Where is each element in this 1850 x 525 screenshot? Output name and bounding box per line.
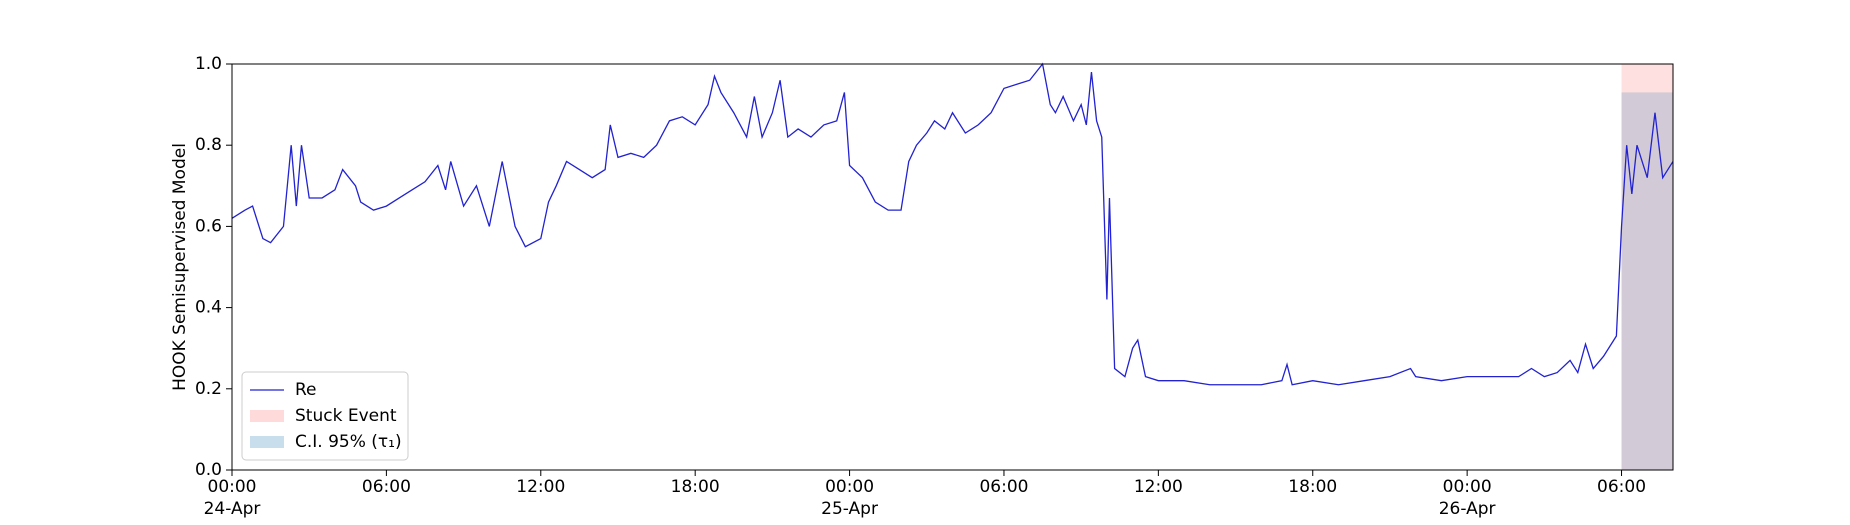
x-tick-label: 00:00 24-Apr [204, 477, 261, 519]
x-tick-label: 18:00 [671, 477, 720, 497]
y-tick-label: 0.6 [195, 216, 222, 236]
y-tick-label: 0.0 [195, 460, 222, 480]
span [1621, 92, 1673, 471]
legend-label: Re [295, 380, 317, 400]
x-tick-label: 00:00 26-Apr [1439, 477, 1496, 519]
legend-label: C.I. 95% (τ₁) [295, 432, 402, 452]
legend-patch [250, 410, 284, 422]
y-tick-label: 1.0 [195, 54, 222, 74]
x-tick-label: 18:00 [1288, 477, 1337, 497]
legend: Re Stuck Event C.I. 95% (τ₁) [241, 371, 409, 461]
span [1621, 64, 1673, 470]
x-tick-label: 06:00 [1597, 477, 1646, 497]
x-tick-label: 12:00 [1134, 477, 1183, 497]
plot-frame [231, 63, 1674, 471]
y-axis-label: HOOK Semisupervised Model [170, 143, 190, 391]
y-tick-label: 0.4 [195, 298, 222, 318]
y-tick-label: 0.2 [195, 379, 222, 399]
x-tick-label: 00:00 25-Apr [821, 477, 878, 519]
legend-patch [250, 436, 284, 448]
x-tick-label: 12:00 [516, 477, 565, 497]
y-tick-label: 0.8 [195, 135, 222, 155]
line [231, 62, 1674, 386]
legend-label: Stuck Event [295, 406, 397, 426]
legend-box [241, 371, 409, 461]
x-tick-label: 06:00 [362, 477, 411, 497]
x-tick-label: 06:00 [979, 477, 1028, 497]
